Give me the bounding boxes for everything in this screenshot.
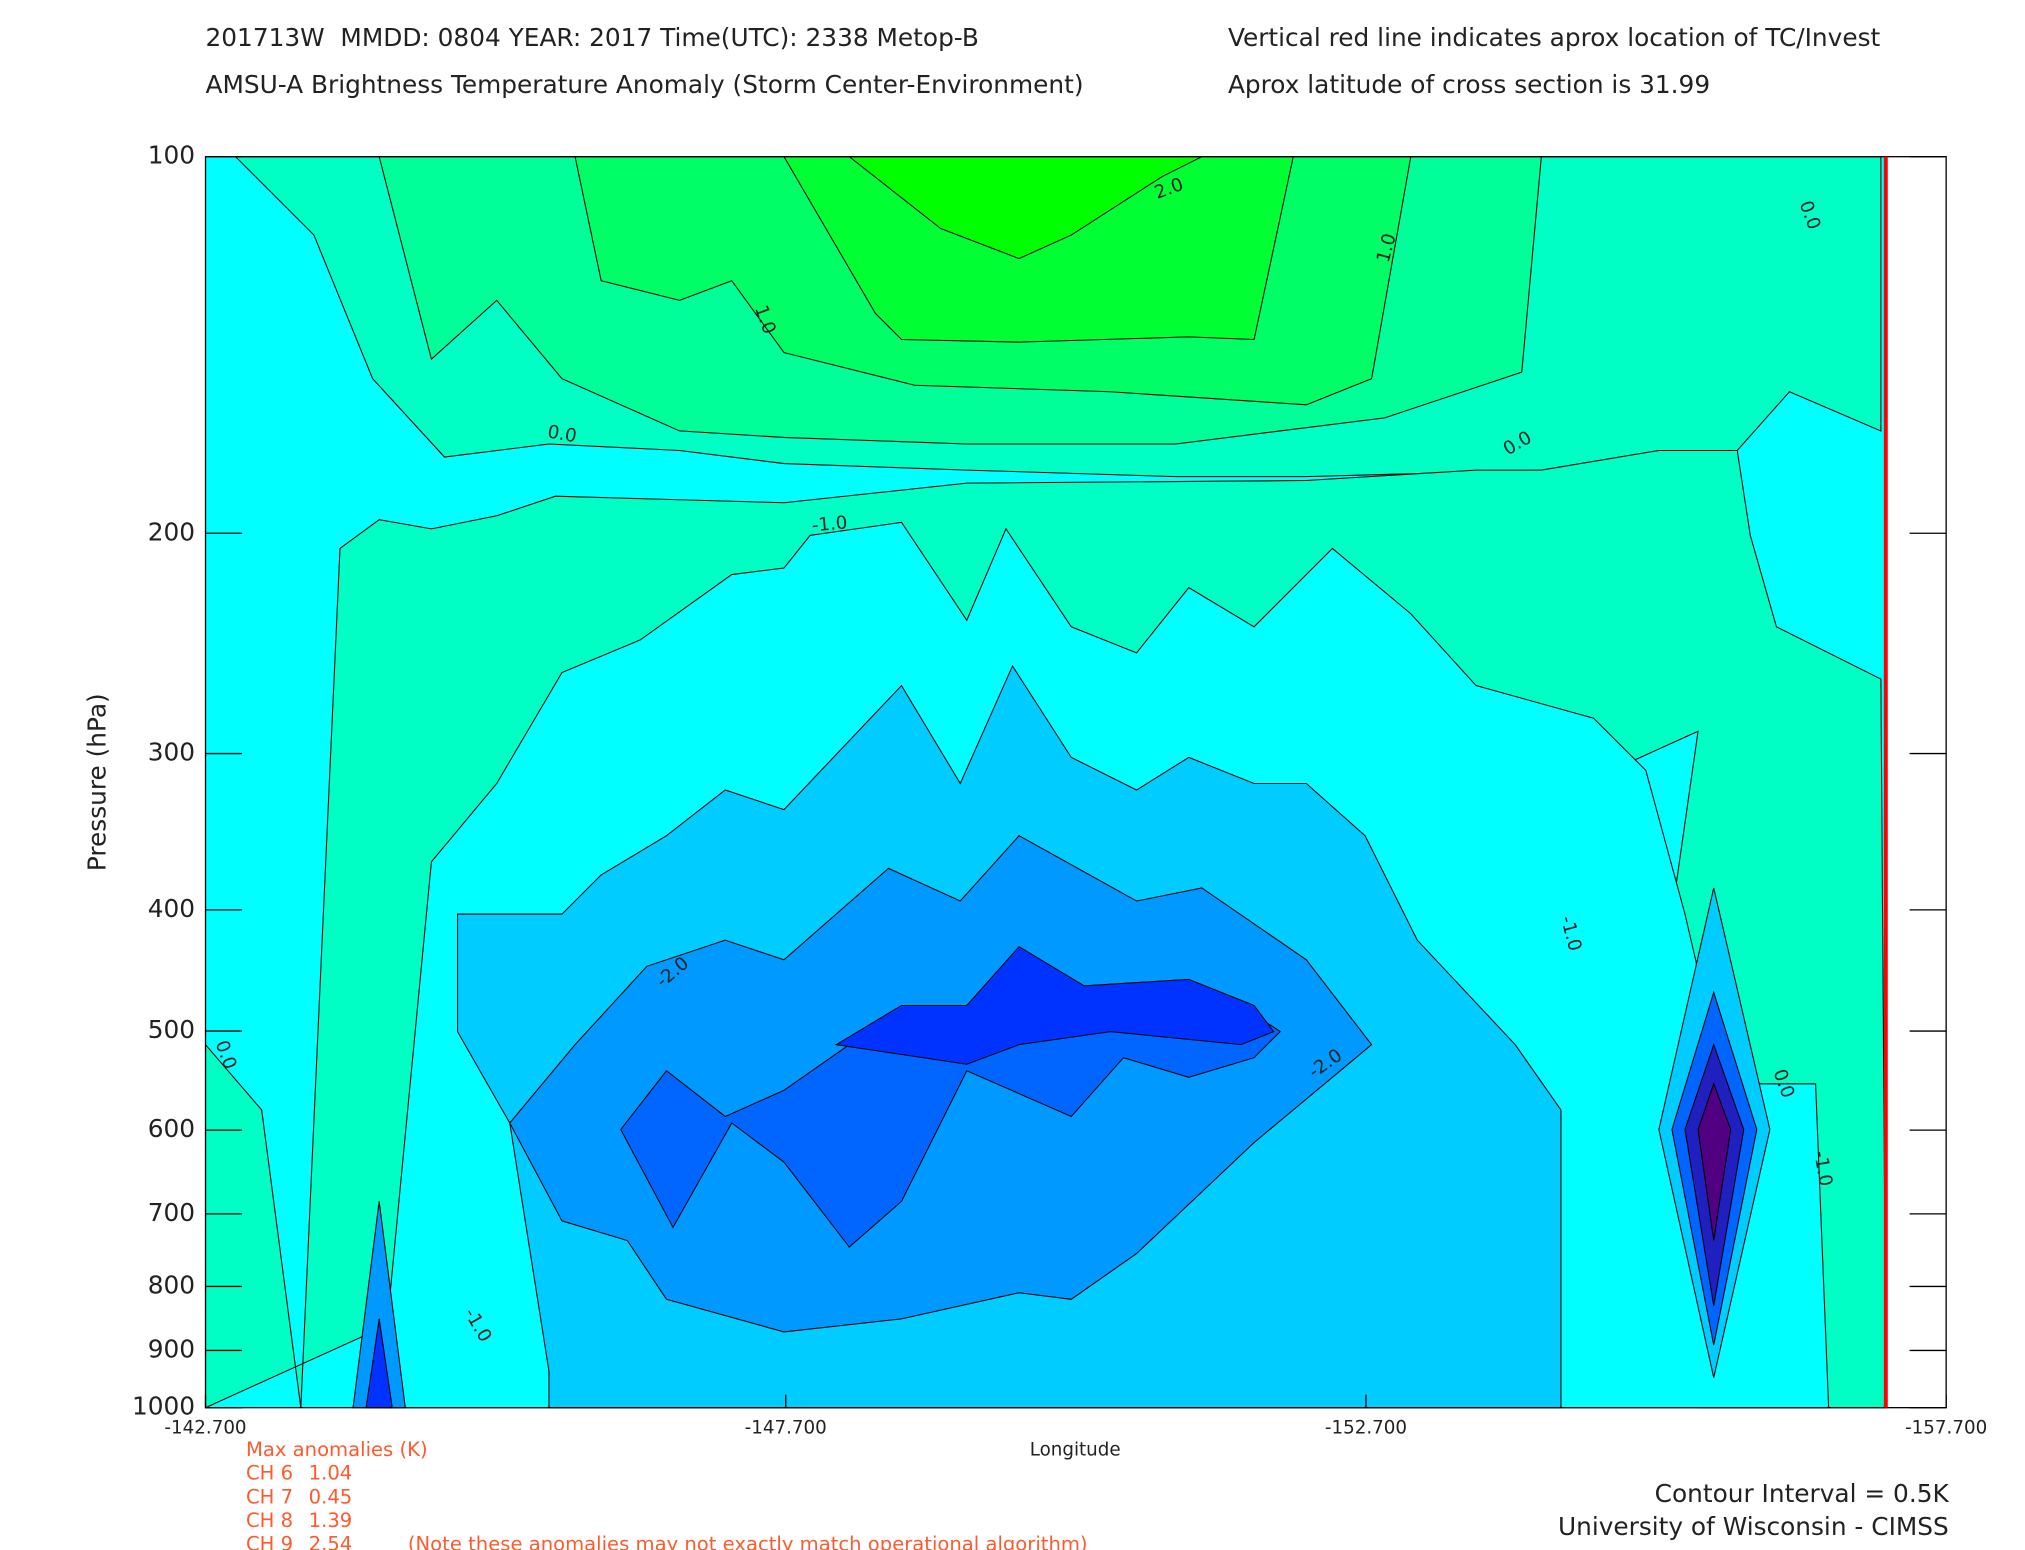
y-tick-label: 700 (148, 1198, 195, 1227)
contour-label: -1.0 (811, 512, 848, 536)
anomaly-channel: CH 6 (246, 1462, 293, 1485)
y-axis-label: Pressure (hPa) (82, 693, 111, 871)
anomaly-value: 1.39 (309, 1509, 353, 1532)
anomaly-channel: CH 7 (246, 1485, 293, 1508)
x-axis-label: Longitude (1030, 1440, 1121, 1461)
note: (Note these anomalies may not exactly ma… (408, 1532, 1088, 1550)
plot-frame (204, 156, 1947, 1409)
y-tick-label: 900 (148, 1334, 195, 1363)
anomaly-value: 0.45 (309, 1485, 353, 1508)
y-tick-label: 100 (148, 141, 195, 170)
y-tick-label: 400 (148, 894, 195, 923)
anomaly-channel: CH 9 (246, 1532, 293, 1550)
y-tick-label: 800 (148, 1270, 195, 1299)
x-tick-label: -152.700 (1325, 1418, 1407, 1439)
contour-field (204, 156, 1947, 1409)
y-tick-label: 600 (148, 1114, 195, 1143)
anomalies-title: Max anomalies (K) (246, 1438, 428, 1461)
x-tick-label: -147.700 (745, 1418, 827, 1439)
anomaly-value: 1.04 (309, 1462, 353, 1485)
anomaly-value: 2.54 (309, 1532, 353, 1550)
x-tick-label: -142.700 (164, 1418, 246, 1439)
anomaly-channel: CH 8 (246, 1509, 293, 1532)
contour-label: 0.0 (546, 421, 578, 447)
annotation: Vertical red line indicates aprox locati… (1228, 23, 1881, 52)
blank-region (1886, 156, 1947, 1408)
contour-region (834, 946, 1275, 1065)
chart-title: 201713W MMDD: 0804 YEAR: 2017 Time(UTC):… (206, 23, 979, 52)
y-tick-label: 1000 (132, 1392, 195, 1421)
y-tick-label: 300 (148, 738, 195, 767)
annotation: Aprox latitude of cross section is 31.99 (1228, 70, 1710, 99)
y-tick-label: 200 (148, 517, 195, 546)
chart-subtitle: AMSU-A Brightness Temperature Anomaly (S… (206, 70, 1084, 99)
credit: University of Wisconsin - CIMSS (1558, 1512, 1949, 1541)
contour-region (1697, 1082, 1732, 1241)
contour-interval: Contour Interval = 0.5K (1655, 1479, 1950, 1508)
y-tick-label: 500 (148, 1015, 195, 1044)
x-tick-label: -157.700 (1905, 1418, 1987, 1439)
